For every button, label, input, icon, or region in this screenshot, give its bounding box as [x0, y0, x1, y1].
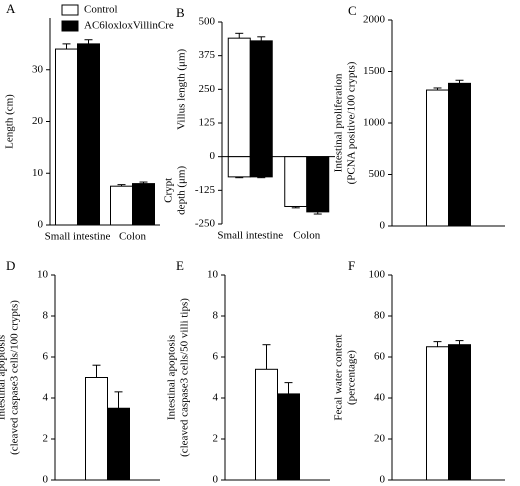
y-axis-label: (cleaved caspase3 cells/100 crypts) [9, 300, 21, 455]
y-tick-label: 40 [374, 392, 386, 404]
bar [426, 346, 449, 481]
bar [249, 40, 273, 158]
bar [426, 89, 449, 227]
bar [107, 407, 130, 481]
x-tick-label: Small intestine [217, 230, 283, 242]
bar [227, 156, 251, 178]
panel-letter: D [6, 258, 15, 273]
panel-letter: E [176, 258, 184, 273]
y-tick-label: 0 [213, 474, 219, 486]
bar [85, 377, 108, 481]
y-tick-label: 1000 [363, 117, 386, 129]
error-bar [291, 206, 300, 209]
y-tick-label: 8 [213, 310, 219, 322]
y-tick-label: 10 [207, 269, 219, 281]
error-bar [433, 341, 442, 347]
y-tick-label: 80 [374, 310, 386, 322]
y-tick-label: 0 [43, 474, 49, 486]
bar [249, 156, 273, 178]
y-tick-label: 2 [213, 433, 219, 445]
legend-label: AC6loxloxVillinCre [84, 20, 174, 32]
x-tick-label: Colon [293, 230, 320, 242]
bar [77, 43, 100, 226]
error-bar [455, 340, 464, 345]
y-tick-label: 20 [374, 433, 386, 445]
y-tick-label: 2000 [363, 14, 386, 26]
y-axis-label: Intestinal apoptosis [0, 335, 8, 420]
y-axis-label: Fecal water content [333, 334, 345, 420]
bar [227, 37, 251, 158]
y-tick-label: 20 [32, 115, 44, 127]
error-bar [62, 43, 71, 50]
bar [448, 344, 471, 481]
y-tick-label: 125 [199, 117, 216, 129]
x-tick-label: Colon [119, 231, 146, 243]
y-tick-label: 0 [380, 220, 386, 232]
y-tick-label: 0 [380, 474, 386, 486]
y-tick-label: -125 [195, 184, 216, 196]
y-tick-label: 60 [374, 351, 386, 363]
y-axis-label: (PCNA positive/100 crypts) [346, 61, 358, 184]
y-tick-label: 6 [213, 351, 219, 363]
y-tick-label: 500 [369, 168, 386, 180]
legend-swatch [61, 4, 79, 16]
legend-label: Control [84, 4, 118, 16]
y-axis-label: (percentage) [346, 350, 358, 405]
error-bar [92, 364, 101, 378]
y-tick-label: 500 [199, 16, 216, 28]
y-axis-label: Intestinal apoptosis [166, 335, 178, 420]
y-axis-label: (cleaved caspase3 cells/50 villi tips) [179, 298, 191, 457]
y-tick-label: 1500 [363, 65, 386, 77]
y-tick-label: 4 [43, 392, 49, 404]
error-bar [455, 79, 464, 84]
y-tick-label: 375 [199, 49, 216, 61]
y-tick-label: 0 [210, 150, 216, 162]
y-axis-label: Length (cm) [4, 94, 16, 149]
error-bar [433, 87, 442, 91]
y-tick-label: 10 [37, 269, 49, 281]
y-tick-label: 6 [43, 351, 49, 363]
error-bar [235, 176, 244, 179]
y-tick-label: -250 [195, 218, 216, 230]
y-tick-label: 10 [32, 167, 44, 179]
y-tick-label: 30 [32, 63, 44, 75]
y-tick-label: 2 [43, 433, 49, 445]
panel-letter: F [348, 258, 355, 273]
bar [55, 48, 78, 226]
y-tick-label: 250 [199, 83, 216, 95]
y-tick-label: 100 [369, 269, 386, 281]
error-bar [313, 211, 322, 215]
y-axis-label: Crypt [163, 178, 175, 203]
bar [255, 368, 278, 481]
y-axis-label: Intestinal proliferation [333, 73, 345, 172]
y-tick-label: 8 [43, 310, 49, 322]
y-tick-label: 4 [213, 392, 219, 404]
error-bar [262, 344, 271, 370]
legend-swatch [61, 20, 79, 32]
bar [284, 156, 308, 207]
panel-letter: A [6, 1, 16, 16]
error-bar [139, 181, 148, 184]
y-tick-label: 0 [38, 219, 44, 231]
y-axis-label: depth (μm) [176, 166, 188, 215]
bar [306, 156, 330, 213]
bar [277, 393, 300, 481]
error-bar [117, 184, 126, 187]
panel-letter: B [176, 5, 185, 20]
error-bar [257, 176, 266, 179]
error-bar [114, 391, 123, 409]
panel-letter: C [348, 3, 357, 18]
error-bar [84, 39, 93, 44]
bar [132, 183, 155, 226]
x-tick-label: Small intestine [45, 231, 111, 243]
error-bar [257, 36, 266, 41]
bar [448, 82, 471, 227]
error-bar [235, 32, 244, 39]
y-axis-label: Villus length (μm) [176, 48, 188, 129]
bar [110, 185, 133, 226]
error-bar [284, 382, 293, 394]
